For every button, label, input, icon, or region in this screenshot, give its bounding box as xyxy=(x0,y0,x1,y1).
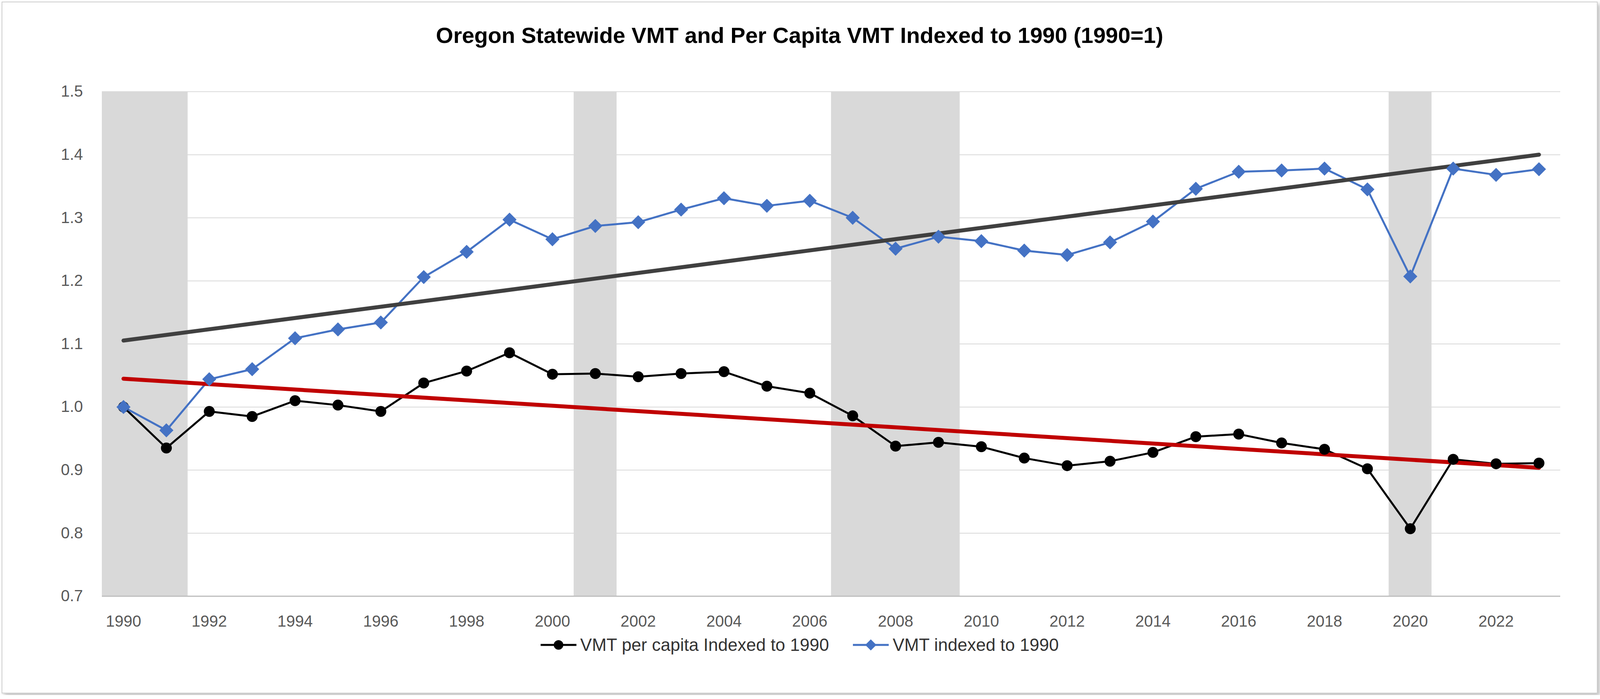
svg-text:1996: 1996 xyxy=(363,612,399,631)
svg-text:2012: 2012 xyxy=(1049,612,1085,631)
svg-text:1.0: 1.0 xyxy=(60,397,84,416)
svg-text:2002: 2002 xyxy=(620,612,656,631)
svg-text:2014: 2014 xyxy=(1135,612,1171,631)
svg-text:2004: 2004 xyxy=(706,612,742,631)
svg-text:1.1: 1.1 xyxy=(60,334,84,353)
svg-text:2006: 2006 xyxy=(792,612,828,631)
svg-text:1.3: 1.3 xyxy=(60,208,84,227)
svg-text:0.8: 0.8 xyxy=(60,524,84,542)
svg-text:2020: 2020 xyxy=(1392,612,1429,631)
svg-text:2022: 2022 xyxy=(1478,612,1514,631)
svg-text:2008: 2008 xyxy=(877,612,914,631)
html-text:VMT indexed to 1990: VMT indexed to 1990 xyxy=(892,635,1059,655)
svg-text:2010: 2010 xyxy=(963,612,999,631)
svg-text:0.9: 0.9 xyxy=(60,461,84,479)
svg-text:1990: 1990 xyxy=(105,612,142,631)
svg-text:1992: 1992 xyxy=(191,612,228,631)
svg-text:1994: 1994 xyxy=(277,612,313,631)
svg-text:2000: 2000 xyxy=(534,612,571,631)
svg-text:1.2: 1.2 xyxy=(60,271,84,290)
svg-text:1.4: 1.4 xyxy=(60,145,84,164)
html-text:Oregon Statewide VMT and Per C: Oregon Statewide VMT and Per Capita VMT … xyxy=(435,22,1164,48)
svg-text:2018: 2018 xyxy=(1306,612,1343,631)
svg-text:1998: 1998 xyxy=(449,612,485,631)
svg-text:1.5: 1.5 xyxy=(60,82,84,100)
html-text:VMT per capita Indexed to 1990: VMT per capita Indexed to 1990 xyxy=(580,635,830,655)
svg-text:0.7: 0.7 xyxy=(60,587,84,605)
svg-text:2016: 2016 xyxy=(1220,612,1257,631)
